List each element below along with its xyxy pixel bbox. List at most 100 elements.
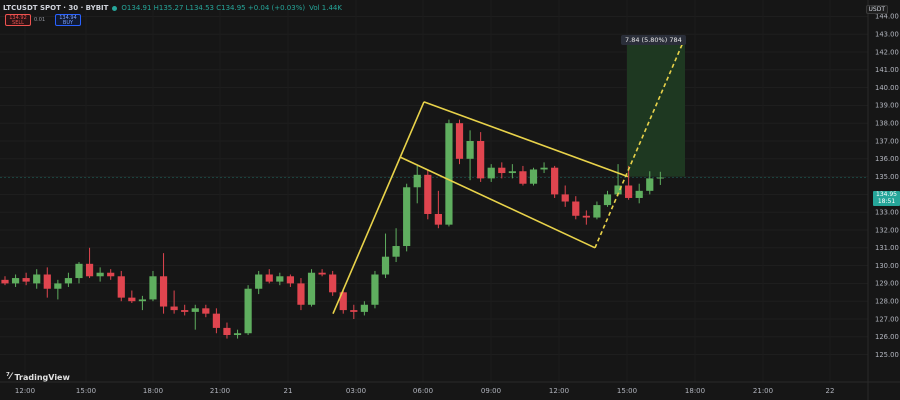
candle-up	[413, 174, 421, 188]
candle-down	[181, 310, 189, 312]
time-tick-label: 06:00	[413, 387, 433, 395]
candle-up	[233, 333, 242, 336]
time-axis: 12:00 15:00 18:00 21:00 21 03:00 06:00 09:00 12:…	[15, 387, 835, 395]
candle-down	[128, 297, 136, 302]
candle-up	[593, 205, 601, 218]
price-tick-label: 133.00	[875, 209, 899, 217]
candle-up	[529, 169, 538, 184]
flagpole-line	[332, 101, 425, 314]
candle-up	[381, 256, 390, 275]
price-tick-label: 139.00	[875, 102, 899, 110]
candle-up	[255, 274, 263, 289]
candle-up	[244, 288, 252, 334]
candle-down	[22, 278, 30, 282]
candle-down	[202, 308, 210, 314]
ohlc-values: O134.91 H135.27 L134.53 C134.95 +0.04 (+…	[121, 4, 306, 12]
candle-up	[33, 274, 41, 284]
candle-down	[43, 274, 51, 289]
candle-down	[625, 185, 633, 198]
candle-up	[540, 167, 548, 170]
candle-up	[466, 141, 474, 159]
candles	[1, 119, 664, 339]
channel-lower-line	[399, 156, 596, 249]
time-tick-label: 21:00	[210, 387, 230, 395]
candle-down	[434, 213, 442, 225]
buy-label: BUY	[62, 20, 74, 26]
last-price-tag: 134.95 18:51	[873, 191, 900, 206]
time-tick-label: 09:00	[481, 387, 501, 395]
sell-button[interactable]: 134.92 SELL	[5, 14, 31, 26]
candle-up	[445, 123, 453, 225]
brand-name: TradingView	[14, 372, 70, 382]
price-tick-label: 126.00	[875, 333, 899, 341]
price-axis: 144.00 143.00 142.00 141.00 140.00 139.00 138.…	[875, 13, 899, 359]
tradingview-logo-icon: ⁷⁄	[6, 372, 12, 382]
candle-down	[1, 279, 9, 284]
candle-down	[170, 306, 178, 311]
price-tick-label: 137.00	[875, 137, 899, 145]
candle-up	[646, 178, 654, 191]
candle-down	[297, 283, 305, 305]
time-tick-label: 22	[826, 387, 835, 395]
time-tick-label: 18:00	[685, 387, 705, 395]
candle-down	[212, 313, 220, 328]
time-tick-label: 03:00	[346, 387, 366, 395]
candle-up	[656, 177, 664, 179]
candle-down	[477, 141, 485, 179]
candle-up	[403, 187, 411, 247]
flag-pattern	[332, 37, 686, 314]
time-tick-label: 18:00	[143, 387, 163, 395]
sell-price: 134.92	[9, 14, 27, 21]
buy-price: 134.94	[59, 14, 77, 21]
spread-value: 0.01	[34, 17, 46, 23]
symbol-title[interactable]: LTCUSDT SPOT · 30 · BYBIT	[3, 4, 109, 12]
price-tick-label: 127.00	[875, 315, 899, 323]
price-tick-label: 125.00	[875, 351, 899, 359]
candle-up	[149, 276, 157, 300]
time-tick-label: 21:00	[753, 387, 773, 395]
candle-down	[561, 194, 569, 202]
candle-up	[307, 272, 316, 305]
candle-down	[318, 272, 326, 275]
candle-up	[11, 278, 20, 284]
price-tick-label: 136.00	[875, 155, 899, 163]
candle-up	[360, 304, 368, 312]
candle-down	[339, 292, 347, 311]
candle-down	[223, 327, 231, 336]
volume-value: Vol 1.44K	[309, 4, 342, 12]
candle-down	[107, 272, 115, 277]
candle-up	[603, 194, 612, 206]
candle-up	[614, 185, 622, 195]
price-tick-label: 128.00	[875, 298, 899, 306]
candle-down	[551, 167, 559, 195]
candle-up	[138, 299, 147, 302]
currency-label[interactable]: USDT	[865, 5, 888, 14]
candle-down	[329, 274, 337, 293]
candle-up	[54, 283, 62, 289]
candle-up	[508, 171, 516, 174]
candle-down	[519, 171, 527, 184]
time-tick-label: 21	[284, 387, 293, 395]
chart-header: LTCUSDT SPOT · 30 · BYBIT O134.91 H135.2…	[3, 2, 342, 14]
price-tick-label: 142.00	[875, 48, 899, 56]
candle-up	[371, 274, 379, 305]
price-tick-label: 143.00	[875, 31, 899, 39]
time-tick-label: 12:00	[549, 387, 569, 395]
candle-up	[191, 308, 199, 312]
candle-down	[498, 167, 506, 174]
candle-up	[96, 272, 104, 277]
candle-down	[265, 274, 273, 282]
buy-button[interactable]: 134.94 BUY	[55, 14, 81, 26]
price-tick-label: 130.00	[875, 262, 899, 270]
last-price: 134.95	[876, 191, 897, 198]
candle-up	[276, 276, 284, 282]
price-tick-label: 140.00	[875, 84, 899, 92]
candle-down	[85, 263, 94, 277]
candle-up	[635, 190, 643, 198]
price-tick-label: 141.00	[875, 66, 899, 74]
tradingview-logo[interactable]: ⁷⁄ TradingView	[6, 372, 70, 382]
candle-up	[392, 246, 400, 257]
